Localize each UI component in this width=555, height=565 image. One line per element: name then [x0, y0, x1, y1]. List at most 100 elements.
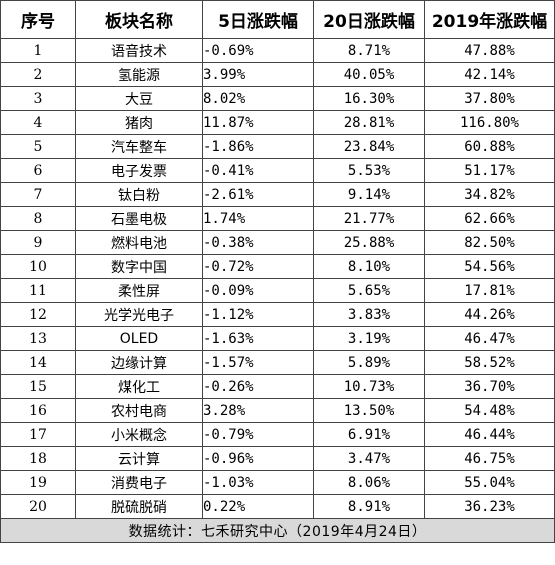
header-sector-name: 板块名称 [75, 0, 203, 39]
header-row: 序号 板块名称 5日涨跌幅 20日涨跌幅 2019年涨跌幅 [0, 0, 555, 39]
table-row: 10 数字中国 -0.72% 8.10% 54.56% [0, 254, 555, 279]
row-5day-change: -1.12% [202, 302, 314, 327]
row-index: 12 [0, 302, 76, 327]
table-row: 6 电子发票 -0.41% 5.53% 51.17% [0, 158, 555, 183]
row-index: 19 [0, 470, 76, 495]
row-sector-name: 大豆 [75, 86, 203, 111]
row-sector-name: 氢能源 [75, 62, 203, 87]
row-5day-change: 1.74% [202, 206, 314, 231]
row-sector-name: 小米概念 [75, 422, 203, 447]
row-5day-change: -0.79% [202, 422, 314, 447]
row-2019-change: 17.81% [424, 278, 555, 303]
row-2019-change: 46.47% [424, 326, 555, 351]
row-20day-change: 3.19% [313, 326, 425, 351]
row-index: 2 [0, 62, 76, 87]
row-20day-change: 13.50% [313, 398, 425, 423]
row-sector-name: 语音技术 [75, 38, 203, 63]
row-sector-name: 钛白粉 [75, 182, 203, 207]
row-5day-change: 0.22% [202, 494, 314, 519]
table-row: 7 钛白粉 -2.61% 9.14% 34.82% [0, 182, 555, 207]
row-index: 18 [0, 446, 76, 471]
row-sector-name: 猪肉 [75, 110, 203, 135]
row-5day-change: -0.69% [202, 38, 314, 63]
header-index: 序号 [0, 0, 76, 39]
table-row: 17 小米概念 -0.79% 6.91% 46.44% [0, 422, 555, 447]
row-20day-change: 40.05% [313, 62, 425, 87]
row-index: 6 [0, 158, 76, 183]
row-20day-change: 16.30% [313, 86, 425, 111]
row-20day-change: 10.73% [313, 374, 425, 399]
row-2019-change: 60.88% [424, 134, 555, 159]
row-5day-change: -1.57% [202, 350, 314, 375]
row-2019-change: 55.04% [424, 470, 555, 495]
row-sector-name: 电子发票 [75, 158, 203, 183]
row-20day-change: 25.88% [313, 230, 425, 255]
row-sector-name: 石墨电极 [75, 206, 203, 231]
row-sector-name: 燃料电池 [75, 230, 203, 255]
footer-row: 数据统计：七禾研究中心（2019年4月24日） [0, 518, 555, 543]
row-5day-change: -2.61% [202, 182, 314, 207]
row-2019-change: 54.56% [424, 254, 555, 279]
row-sector-name: 脱硫脱硝 [75, 494, 203, 519]
table-row: 8 石墨电极 1.74% 21.77% 62.66% [0, 206, 555, 231]
row-2019-change: 58.52% [424, 350, 555, 375]
row-5day-change: -0.41% [202, 158, 314, 183]
row-sector-name: 数字中国 [75, 254, 203, 279]
row-20day-change: 21.77% [313, 206, 425, 231]
row-5day-change: 11.87% [202, 110, 314, 135]
row-2019-change: 36.23% [424, 494, 555, 519]
table-row: 13 OLED -1.63% 3.19% 46.47% [0, 326, 555, 351]
row-index: 5 [0, 134, 76, 159]
row-2019-change: 82.50% [424, 230, 555, 255]
row-20day-change: 23.84% [313, 134, 425, 159]
row-5day-change: 3.28% [202, 398, 314, 423]
row-20day-change: 6.91% [313, 422, 425, 447]
row-2019-change: 51.17% [424, 158, 555, 183]
row-2019-change: 34.82% [424, 182, 555, 207]
row-index: 13 [0, 326, 76, 351]
row-sector-name: 云计算 [75, 446, 203, 471]
table-row: 4 猪肉 11.87% 28.81% 116.80% [0, 110, 555, 135]
row-sector-name: 煤化工 [75, 374, 203, 399]
row-20day-change: 5.65% [313, 278, 425, 303]
row-5day-change: -0.26% [202, 374, 314, 399]
row-sector-name: OLED [75, 326, 203, 351]
row-index: 16 [0, 398, 76, 423]
table-row: 11 柔性屏 -0.09% 5.65% 17.81% [0, 278, 555, 303]
row-2019-change: 44.26% [424, 302, 555, 327]
row-2019-change: 37.80% [424, 86, 555, 111]
row-5day-change: -1.86% [202, 134, 314, 159]
row-5day-change: 3.99% [202, 62, 314, 87]
row-index: 1 [0, 38, 76, 63]
row-20day-change: 3.47% [313, 446, 425, 471]
header-2019-change: 2019年涨跌幅 [424, 0, 555, 39]
table-row: 5 汽车整车 -1.86% 23.84% 60.88% [0, 134, 555, 159]
row-sector-name: 边缘计算 [75, 350, 203, 375]
row-20day-change: 5.89% [313, 350, 425, 375]
row-2019-change: 54.48% [424, 398, 555, 423]
row-5day-change: -0.09% [202, 278, 314, 303]
table-row: 20 脱硫脱硝 0.22% 8.91% 36.23% [0, 494, 555, 519]
row-index: 14 [0, 350, 76, 375]
row-index: 15 [0, 374, 76, 399]
row-5day-change: -1.03% [202, 470, 314, 495]
row-2019-change: 42.14% [424, 62, 555, 87]
row-2019-change: 47.88% [424, 38, 555, 63]
row-sector-name: 农村电商 [75, 398, 203, 423]
row-index: 4 [0, 110, 76, 135]
row-20day-change: 8.06% [313, 470, 425, 495]
table-row: 18 云计算 -0.96% 3.47% 46.75% [0, 446, 555, 471]
row-5day-change: 8.02% [202, 86, 314, 111]
table-row: 14 边缘计算 -1.57% 5.89% 58.52% [0, 350, 555, 375]
table-row: 12 光学光电子 -1.12% 3.83% 44.26% [0, 302, 555, 327]
row-20day-change: 8.10% [313, 254, 425, 279]
table-row: 15 煤化工 -0.26% 10.73% 36.70% [0, 374, 555, 399]
row-2019-change: 36.70% [424, 374, 555, 399]
table-row: 9 燃料电池 -0.38% 25.88% 82.50% [0, 230, 555, 255]
data-source-note: 数据统计：七禾研究中心（2019年4月24日） [0, 518, 555, 543]
row-5day-change: -1.63% [202, 326, 314, 351]
row-2019-change: 62.66% [424, 206, 555, 231]
row-20day-change: 3.83% [313, 302, 425, 327]
table-row: 3 大豆 8.02% 16.30% 37.80% [0, 86, 555, 111]
